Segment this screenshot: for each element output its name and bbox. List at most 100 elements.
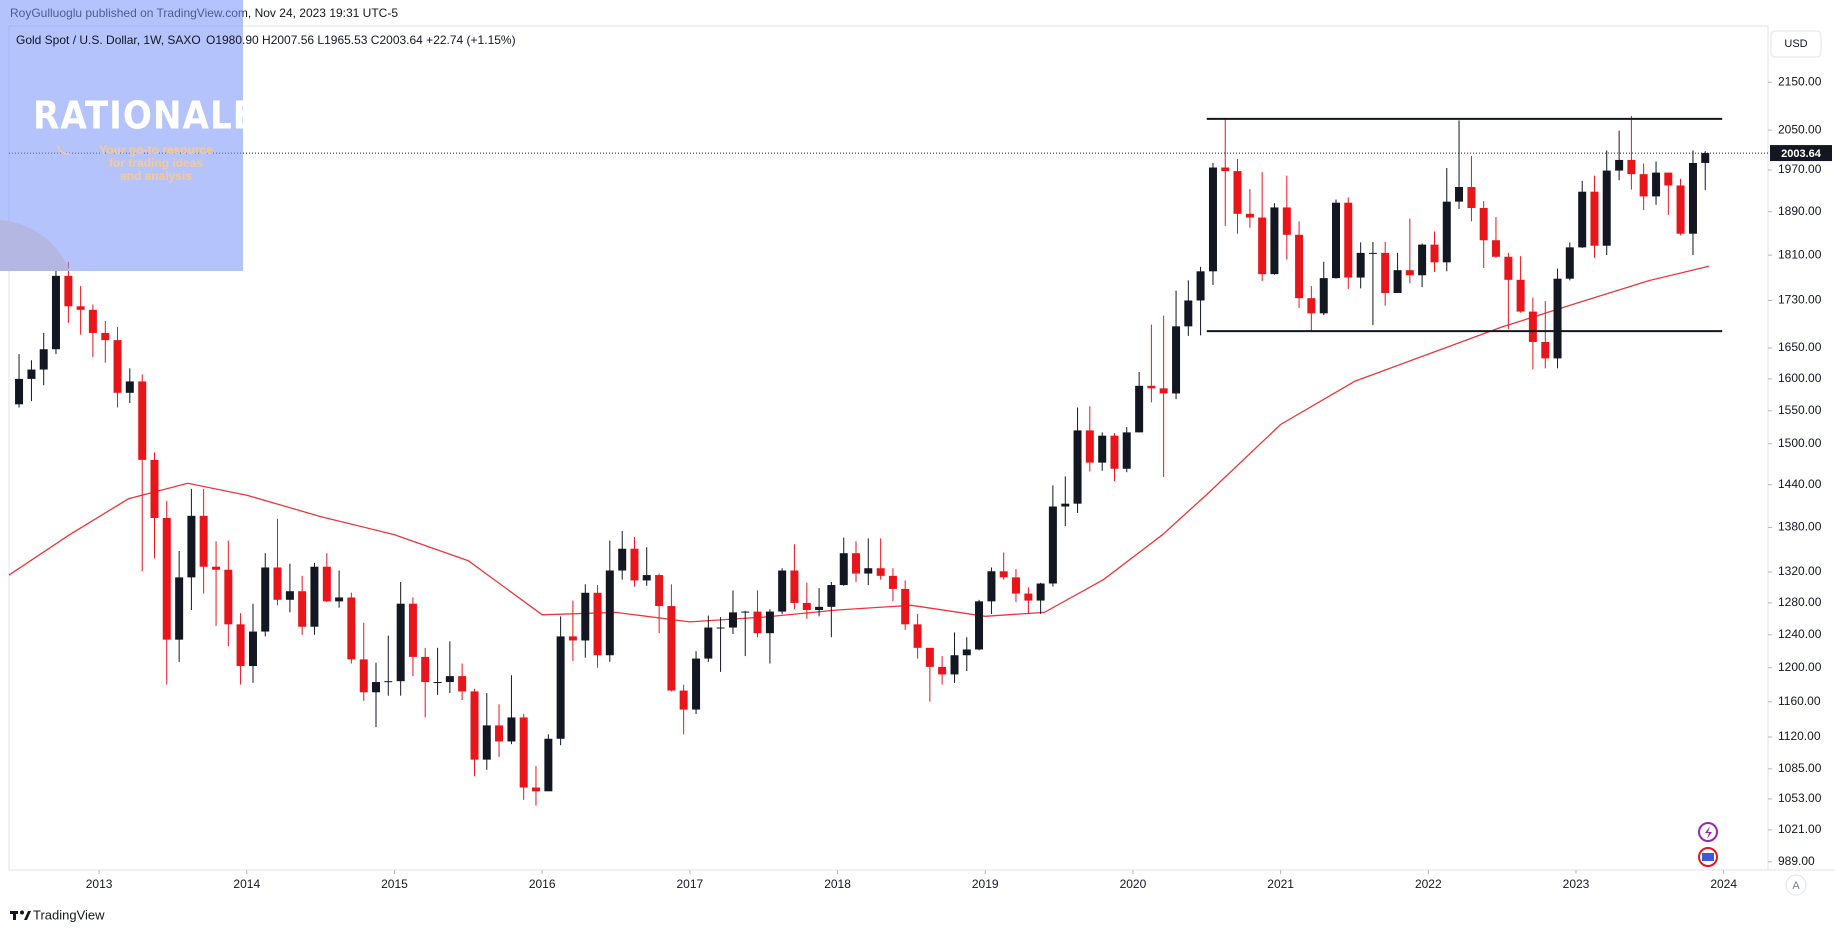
candle-body bbox=[1553, 278, 1562, 359]
candle-body bbox=[458, 676, 467, 692]
candle-body bbox=[1073, 430, 1082, 504]
x-tick-label: 2024 bbox=[1710, 877, 1737, 891]
x-tick-label: 2013 bbox=[86, 877, 113, 891]
candle-body bbox=[1344, 202, 1353, 278]
candle-body bbox=[839, 553, 848, 586]
last-price-badge bbox=[1770, 145, 1832, 162]
candle-body bbox=[1221, 167, 1230, 172]
currency-label: USD bbox=[1784, 38, 1807, 50]
candle-body bbox=[642, 575, 651, 581]
banner-title: RATIONALE bbox=[33, 94, 257, 138]
last-price-label: 2003.64 bbox=[1781, 148, 1822, 160]
auto-scale-button[interactable] bbox=[1785, 874, 1807, 896]
candle-body bbox=[322, 566, 331, 602]
candle-body bbox=[1048, 506, 1057, 584]
candle-body bbox=[1135, 385, 1144, 433]
candle-body bbox=[433, 682, 442, 684]
candle-body bbox=[950, 655, 959, 675]
candle-body bbox=[1208, 167, 1217, 272]
y-tick-label: 1200.00 bbox=[1778, 660, 1822, 674]
candle-body bbox=[531, 787, 540, 792]
candle-body bbox=[445, 676, 454, 683]
candle-body bbox=[1442, 201, 1451, 263]
candle-body bbox=[1676, 185, 1685, 234]
candle-body bbox=[1405, 270, 1414, 276]
candle-body bbox=[261, 567, 270, 632]
candle-body bbox=[1701, 153, 1710, 163]
candle-body bbox=[39, 349, 48, 370]
x-tick-label: 2017 bbox=[677, 877, 704, 891]
candle-body bbox=[384, 681, 393, 683]
plot-area bbox=[8, 116, 1768, 806]
y-tick-label: 1120.00 bbox=[1778, 729, 1821, 743]
y-tick-label: 1240.00 bbox=[1778, 627, 1822, 641]
brand-name: TradingView bbox=[33, 907, 105, 922]
candle-body bbox=[1688, 162, 1697, 234]
candle-body bbox=[1122, 432, 1131, 469]
y-tick-label: 1053.00 bbox=[1778, 791, 1822, 805]
candle-body bbox=[938, 666, 947, 675]
x-tick-label: 2020 bbox=[1120, 877, 1147, 891]
candle-body bbox=[1282, 207, 1291, 235]
candle-body bbox=[568, 636, 577, 641]
candle-body bbox=[1036, 583, 1045, 601]
overlay-banner: RATIONALE Your go-to resource for tradin… bbox=[0, 0, 257, 271]
candle-body bbox=[679, 690, 688, 710]
candle-body bbox=[765, 611, 774, 634]
y-tick-label: 1021.00 bbox=[1778, 822, 1822, 836]
y-tick-label: 989.00 bbox=[1778, 854, 1815, 868]
tagline: for trading ideas bbox=[109, 156, 203, 170]
candle-body bbox=[618, 548, 627, 571]
candle-body bbox=[212, 566, 221, 570]
candle-body bbox=[372, 682, 381, 693]
tagline: and analysis bbox=[120, 169, 192, 183]
candle-body bbox=[1184, 300, 1193, 327]
candle-body bbox=[876, 568, 885, 576]
candle-body bbox=[1393, 270, 1402, 293]
x-tick-label: 2022 bbox=[1415, 877, 1442, 891]
candle-body bbox=[1295, 234, 1304, 299]
candle-body bbox=[1504, 256, 1513, 280]
candle-body bbox=[827, 585, 836, 607]
candle-body bbox=[1639, 174, 1648, 197]
axes: 989.00 1021.00 1053.00 1085.00 1120.00 1160.0… bbox=[86, 74, 1832, 891]
candle-body bbox=[1627, 159, 1636, 175]
candle-body bbox=[1319, 278, 1328, 314]
candle-body bbox=[1061, 503, 1070, 507]
candle-body bbox=[519, 717, 528, 788]
candle-body bbox=[482, 725, 491, 760]
y-tick-label: 1600.00 bbox=[1778, 371, 1822, 385]
candle-body bbox=[88, 309, 97, 333]
candle-body bbox=[1085, 430, 1094, 463]
candle-body bbox=[1196, 271, 1205, 301]
y-tick-label: 1320.00 bbox=[1778, 564, 1822, 578]
candle-body bbox=[593, 592, 602, 656]
y-tick-label: 1440.00 bbox=[1778, 477, 1822, 491]
candle-body bbox=[1664, 172, 1673, 186]
candle-body bbox=[101, 332, 110, 341]
y-tick-label: 1500.00 bbox=[1778, 436, 1822, 450]
candle-body bbox=[310, 566, 319, 627]
y-tick-label: 2150.00 bbox=[1778, 74, 1822, 88]
candle-body bbox=[1602, 170, 1611, 246]
candle-body bbox=[1011, 577, 1020, 594]
candle-body bbox=[1467, 187, 1476, 208]
candle-body bbox=[704, 627, 713, 659]
candle-body bbox=[778, 570, 787, 612]
candle-body bbox=[901, 588, 910, 625]
candle-body bbox=[495, 725, 504, 742]
y-tick-label: 1890.00 bbox=[1778, 204, 1822, 218]
candle-body bbox=[999, 571, 1008, 578]
candle-body bbox=[630, 548, 639, 581]
candle-body bbox=[51, 275, 60, 350]
candle-body bbox=[1024, 593, 1033, 601]
candle-body bbox=[1233, 171, 1242, 214]
flag-icon-body bbox=[1702, 853, 1714, 861]
candle-body bbox=[556, 636, 565, 739]
candle-body bbox=[175, 577, 184, 640]
candle-body bbox=[852, 553, 861, 574]
candle-body bbox=[285, 591, 294, 600]
currency-button[interactable] bbox=[1770, 30, 1822, 58]
